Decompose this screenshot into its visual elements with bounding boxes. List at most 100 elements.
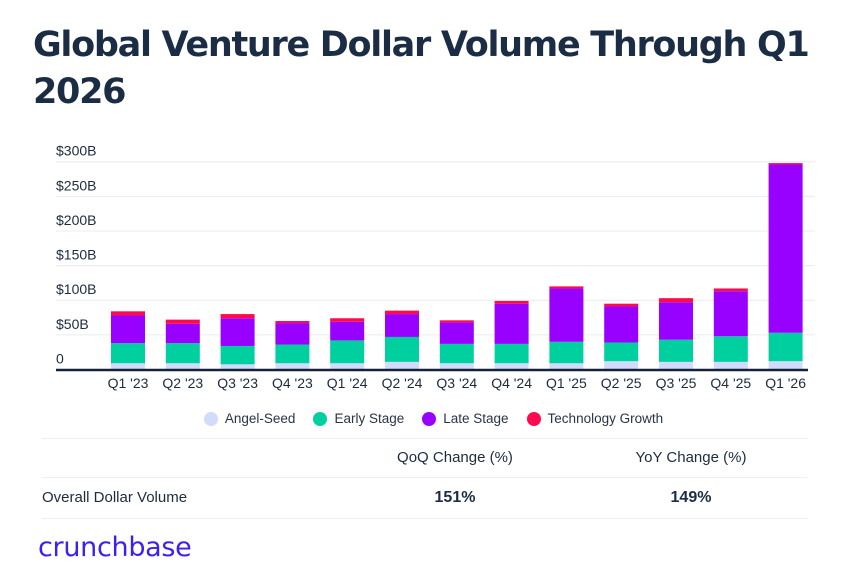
- bar-segment-late-stage[interactable]: [713, 291, 748, 337]
- bar-segment-early-stage[interactable]: [385, 336, 419, 362]
- legend-item-late-stage[interactable]: Late Stage: [422, 411, 509, 426]
- gridlines: [56, 161, 815, 336]
- y-axis-ticks: 0 $50B $100B $150B $200B $250B $300B: [56, 143, 96, 367]
- table-header-yoy: YoY Change (%): [635, 449, 747, 466]
- bar-segment-late-stage[interactable]: [111, 315, 145, 344]
- bar-stack: [165, 319, 200, 370]
- bar-segment-angel-seed[interactable]: [713, 361, 748, 370]
- legend-item-early-stage[interactable]: Early Stage: [313, 411, 404, 426]
- bar-stack: [549, 286, 584, 370]
- bar-segment-early-stage[interactable]: [165, 343, 200, 364]
- bar-segment-technology-growth[interactable]: [439, 320, 474, 323]
- x-tick-label: Q2 '25: [601, 375, 642, 391]
- bar-segment-early-stage[interactable]: [659, 339, 693, 362]
- bar-segment-angel-seed[interactable]: [439, 363, 474, 370]
- qoq-value: 151%: [434, 489, 476, 506]
- bar-segment-angel-seed[interactable]: [220, 364, 255, 370]
- stacked-bar-chart: 0 $50B $100B $150B $200B $250B $300B Q1 '23 Q2 …: [56, 143, 815, 391]
- x-tick-label: Q2 '23: [162, 375, 203, 391]
- y-tick-label: $300B: [56, 143, 96, 159]
- bar-segment-late-stage[interactable]: [275, 323, 310, 345]
- crunchbase-logo[interactable]: crunchbase: [38, 532, 192, 563]
- bar-segment-angel-seed[interactable]: [494, 363, 529, 370]
- bar-segment-late-stage[interactable]: [549, 288, 584, 342]
- legend-swatch-early-stage: [313, 411, 328, 426]
- bar-segment-technology-growth[interactable]: [220, 314, 255, 319]
- table-header-qoq: QoQ Change (%): [397, 449, 513, 466]
- legend-item-angel-seed[interactable]: Angel-Seed: [203, 411, 295, 426]
- y-tick-label: $50B: [56, 316, 89, 332]
- x-tick-label: Q3 '24: [436, 375, 477, 391]
- x-tick-label: Q1 '23: [108, 375, 149, 391]
- bar-segment-technology-growth[interactable]: [165, 319, 200, 324]
- bar-segment-late-stage[interactable]: [330, 321, 365, 341]
- legend-swatch-technology-growth: [526, 411, 541, 426]
- bar-segment-early-stage[interactable]: [549, 341, 584, 364]
- bar-stack: [220, 314, 255, 370]
- legend-label: Early Stage: [334, 411, 405, 426]
- y-tick-label: $100B: [56, 281, 96, 297]
- x-tick-label: Q4 '24: [491, 375, 532, 391]
- bar-segment-late-stage[interactable]: [385, 314, 419, 337]
- table-row: Overall Dollar Volume 151% 149%: [42, 477, 807, 519]
- x-tick-label: Q4 '23: [272, 375, 313, 391]
- row-label: Overall Dollar Volume: [42, 489, 188, 506]
- bar-segment-technology-growth[interactable]: [659, 298, 693, 303]
- yoy-value: 149%: [670, 489, 712, 506]
- chart-legend: Angel-Seed Early Stage Late Stage Techno…: [0, 411, 867, 426]
- bar-segment-technology-growth[interactable]: [111, 311, 145, 316]
- bar-segment-early-stage[interactable]: [275, 344, 310, 364]
- bar-segment-late-stage[interactable]: [768, 164, 803, 333]
- bar-segment-late-stage[interactable]: [604, 306, 639, 343]
- bar-segment-late-stage[interactable]: [220, 318, 255, 346]
- change-table: QoQ Change (%) YoY Change (%) Overall Do…: [42, 438, 807, 519]
- bar-segment-angel-seed[interactable]: [275, 363, 310, 370]
- x-axis-ticks: Q1 '23 Q2 '23 Q3 '23 Q4 '23 Q1 '24 Q2 '24 Q3 '…: [108, 375, 807, 391]
- bar-segment-angel-seed[interactable]: [659, 361, 693, 370]
- bar-segment-technology-growth[interactable]: [549, 286, 584, 289]
- bar-stack: [330, 318, 365, 370]
- bar-stack: [275, 321, 310, 370]
- bar-segment-technology-growth[interactable]: [604, 303, 639, 307]
- x-tick-label: Q1 '24: [327, 375, 368, 391]
- bar-segment-technology-growth[interactable]: [768, 163, 803, 165]
- bar-segment-late-stage[interactable]: [659, 302, 693, 340]
- bar-stack: [385, 310, 419, 370]
- bar-segment-late-stage[interactable]: [165, 323, 200, 344]
- y-tick-label: $150B: [56, 247, 96, 263]
- bar-segment-early-stage[interactable]: [111, 343, 145, 364]
- x-tick-label: Q2 '24: [382, 375, 423, 391]
- bar-segment-early-stage[interactable]: [439, 343, 474, 364]
- bar-segment-early-stage[interactable]: [220, 345, 255, 365]
- x-tick-label: Q4 '25: [710, 375, 751, 391]
- bar-segment-technology-growth[interactable]: [275, 321, 310, 324]
- bar-segment-early-stage[interactable]: [768, 332, 803, 362]
- bars: [111, 163, 803, 370]
- y-tick-label: 0: [56, 351, 64, 367]
- y-tick-label: $250B: [56, 177, 96, 193]
- bar-stack: [768, 163, 803, 370]
- legend-item-technology-growth[interactable]: Technology Growth: [526, 411, 664, 426]
- bar-segment-early-stage[interactable]: [330, 340, 365, 364]
- bar-segment-early-stage[interactable]: [604, 342, 639, 362]
- bar-segment-early-stage[interactable]: [494, 343, 529, 364]
- bar-segment-early-stage[interactable]: [713, 336, 748, 362]
- bar-segment-late-stage[interactable]: [494, 303, 529, 344]
- bar-segment-angel-seed[interactable]: [330, 363, 365, 370]
- bar-segment-technology-growth[interactable]: [713, 288, 748, 292]
- bar-segment-angel-seed[interactable]: [385, 361, 419, 370]
- x-tick-label: Q3 '25: [656, 375, 697, 391]
- bar-segment-angel-seed[interactable]: [768, 361, 803, 370]
- bar-segment-technology-growth[interactable]: [330, 318, 365, 322]
- bar-segment-angel-seed[interactable]: [604, 361, 639, 370]
- legend-label: Technology Growth: [547, 411, 664, 426]
- bar-segment-angel-seed[interactable]: [165, 363, 200, 370]
- bar-segment-angel-seed[interactable]: [549, 363, 584, 370]
- legend-label: Late Stage: [443, 411, 509, 426]
- bar-segment-technology-growth[interactable]: [494, 300, 529, 304]
- bar-segment-late-stage[interactable]: [439, 322, 474, 344]
- legend-swatch-angel-seed: [203, 411, 218, 426]
- bar-segment-technology-growth[interactable]: [385, 310, 419, 315]
- bar-segment-angel-seed[interactable]: [111, 363, 145, 370]
- x-tick-label: Q3 '23: [217, 375, 258, 391]
